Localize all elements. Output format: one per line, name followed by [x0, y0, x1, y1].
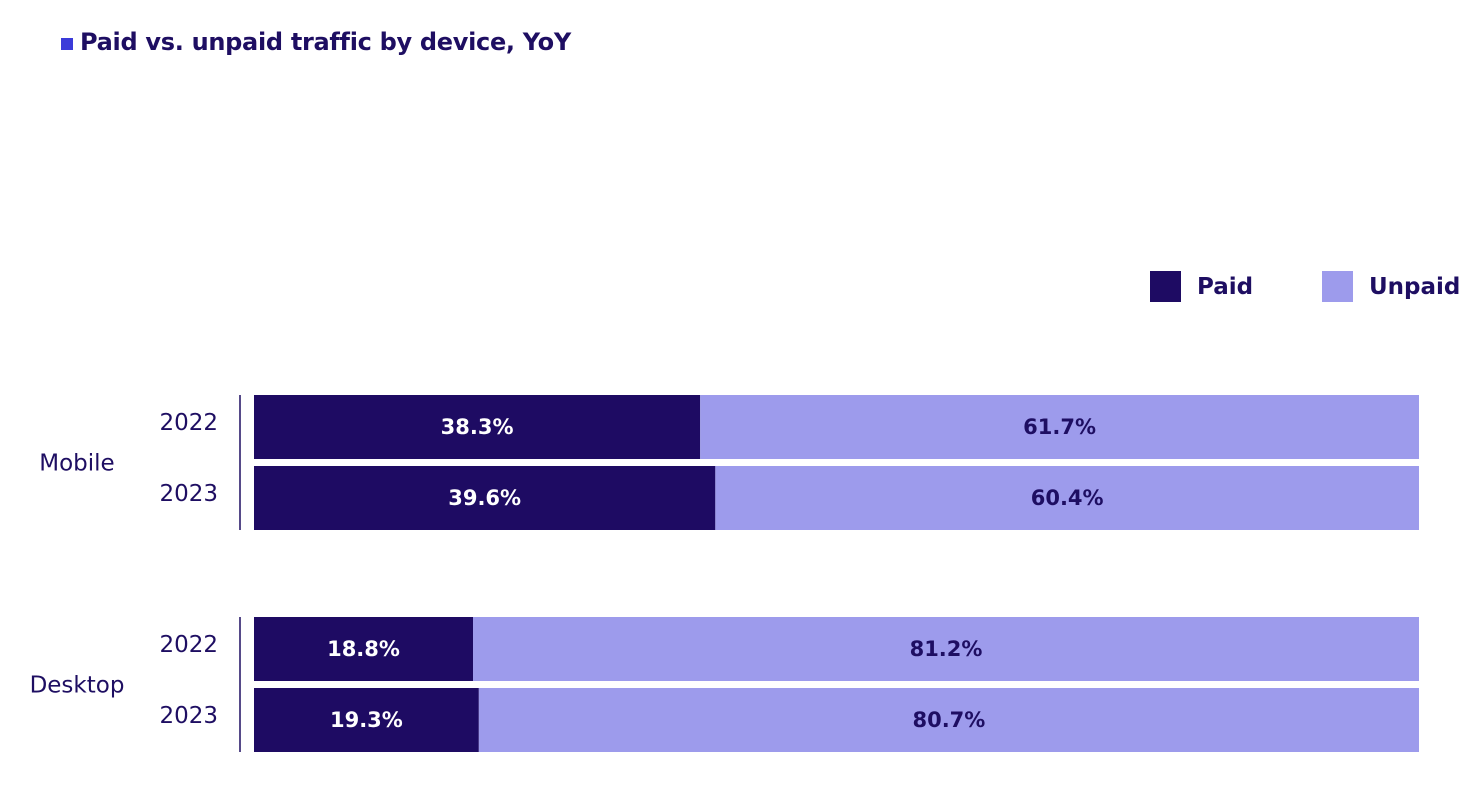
- legend-swatch-paid: [1150, 271, 1181, 302]
- legend-swatch-unpaid: [1322, 271, 1353, 302]
- bar-unpaid-desktop-2022: [473, 617, 1419, 681]
- chart-title: Paid vs. unpaid traffic by device, YoY: [80, 28, 571, 56]
- bar-label-unpaid-desktop-2023: 80.7%: [912, 708, 985, 732]
- bar-paid-desktop-2023: [254, 688, 479, 752]
- legend: Paid Unpaid: [0, 271, 1474, 303]
- bar-label-unpaid-mobile-2022: 61.7%: [1023, 415, 1096, 439]
- legend-item-unpaid: Unpaid: [1322, 271, 1460, 302]
- group-label-desktop: Desktop: [30, 673, 125, 699]
- bar-unpaid-mobile-2022: [700, 395, 1419, 459]
- year-label-desktop-2023: 2023: [159, 703, 218, 729]
- group-label-mobile: Mobile: [39, 451, 114, 477]
- bar-label-unpaid-desktop-2022: 81.2%: [910, 637, 983, 661]
- bar-label-paid-mobile-2022: 38.3%: [441, 415, 514, 439]
- title-square-icon: [61, 37, 73, 50]
- bar-paid-desktop-2022: [254, 617, 474, 681]
- bar-label-paid-mobile-2023: 39.6%: [448, 486, 521, 510]
- legend-label-paid: Paid: [1197, 273, 1254, 300]
- year-label-mobile-2022: 2022: [159, 410, 218, 436]
- year-label-mobile-2023: 2023: [159, 481, 218, 507]
- bar-label-unpaid-mobile-2023: 60.4%: [1031, 486, 1104, 510]
- legend-item-paid: Paid: [1150, 271, 1253, 302]
- bar-unpaid-desktop-2023: [478, 688, 1420, 752]
- year-label-desktop-2022: 2022: [159, 632, 218, 658]
- bar-label-paid-desktop-2022: 18.8%: [327, 637, 400, 661]
- bar-paid-mobile-2023: [254, 466, 716, 530]
- bar-unpaid-mobile-2023: [715, 466, 1419, 530]
- chart-title-block: Paid vs. unpaid traffic by device, YoY: [61, 28, 571, 56]
- bar-paid-mobile-2022: [254, 395, 701, 459]
- bar-label-paid-desktop-2023: 19.3%: [330, 708, 403, 732]
- legend-label-unpaid: Unpaid: [1369, 273, 1461, 300]
